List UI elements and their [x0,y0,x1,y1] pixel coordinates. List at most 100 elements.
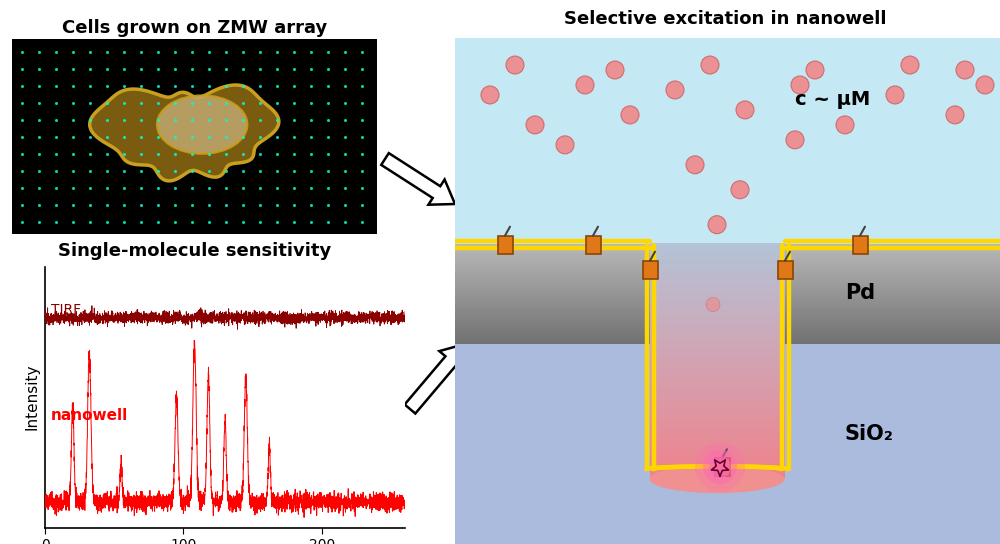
Bar [785,312,1000,313]
Bar [455,303,1000,305]
Bar [455,287,650,288]
Bar [785,322,1000,323]
Bar [650,248,785,250]
Bar [455,250,650,252]
Bar [455,271,650,273]
Bar [455,305,650,307]
Bar [785,339,1000,341]
Bar [642,261,658,279]
Bar [455,325,650,327]
Bar [455,255,1000,257]
Bar [650,394,785,397]
Bar [785,258,1000,259]
Bar [455,324,1000,326]
Bar [650,476,785,478]
Bar [650,249,785,252]
Bar [455,284,650,286]
Bar [455,246,650,249]
Bar [455,246,1000,249]
Bar [650,450,785,453]
Bar [650,464,785,467]
Bar [455,262,1000,263]
Bar [785,268,1000,270]
Bar [650,453,785,455]
Bar [650,314,785,316]
Bar [455,296,650,298]
Bar [650,427,785,430]
Bar [455,324,650,326]
Bar [785,282,1000,283]
Bar [455,276,1000,279]
Ellipse shape [650,465,784,493]
Bar [455,319,1000,321]
Bar [455,268,1000,270]
Bar [650,318,785,320]
Bar [785,249,1000,251]
Bar [785,283,1000,285]
Bar [455,278,650,280]
Bar [455,250,1000,252]
Bar [455,335,1000,337]
Bar [785,255,1000,257]
Bar [455,315,650,317]
Bar [455,317,650,318]
Bar [785,257,1000,258]
Bar [650,337,785,339]
Bar [455,255,650,257]
Bar [455,309,1000,311]
Bar [455,342,1000,343]
Bar [650,417,785,420]
Bar [455,335,650,337]
Bar [455,336,650,338]
Bar [650,308,785,311]
Bar [455,258,1000,259]
Bar [650,386,785,388]
Bar [650,302,785,305]
Bar [455,289,650,291]
Bar [455,257,650,258]
Bar [455,254,1000,256]
Bar [455,320,1000,322]
Bar [650,310,785,312]
Circle shape [526,116,544,134]
Bar [455,38,1000,245]
Bar [455,304,1000,306]
Bar [455,330,1000,332]
Bar [785,336,1000,338]
Bar [650,449,785,451]
Bar [455,312,1000,313]
Bar [455,296,1000,298]
Bar [455,326,650,328]
Bar [650,421,785,424]
Bar [650,320,785,322]
Bar [455,283,1000,285]
Bar [650,322,785,324]
Bar [455,322,650,323]
Bar [650,306,785,308]
Bar [785,308,1000,310]
Bar [455,309,650,311]
Bar [455,269,1000,271]
Bar [650,263,785,265]
Circle shape [731,181,749,199]
Circle shape [606,61,624,79]
Bar [650,437,785,440]
Bar [455,264,1000,266]
Bar [455,244,1000,246]
Bar [650,351,785,354]
Bar [650,380,785,382]
Bar [650,410,785,412]
Bar [455,314,650,316]
Bar [650,277,785,279]
Bar [785,319,1000,321]
Bar [455,275,650,277]
Bar [650,345,785,348]
Bar [650,316,785,318]
Bar [650,370,785,373]
Bar [455,306,1000,308]
Bar [455,313,1000,314]
Circle shape [736,101,754,119]
Bar [455,310,1000,312]
Bar [650,378,785,381]
Bar [455,301,1000,303]
